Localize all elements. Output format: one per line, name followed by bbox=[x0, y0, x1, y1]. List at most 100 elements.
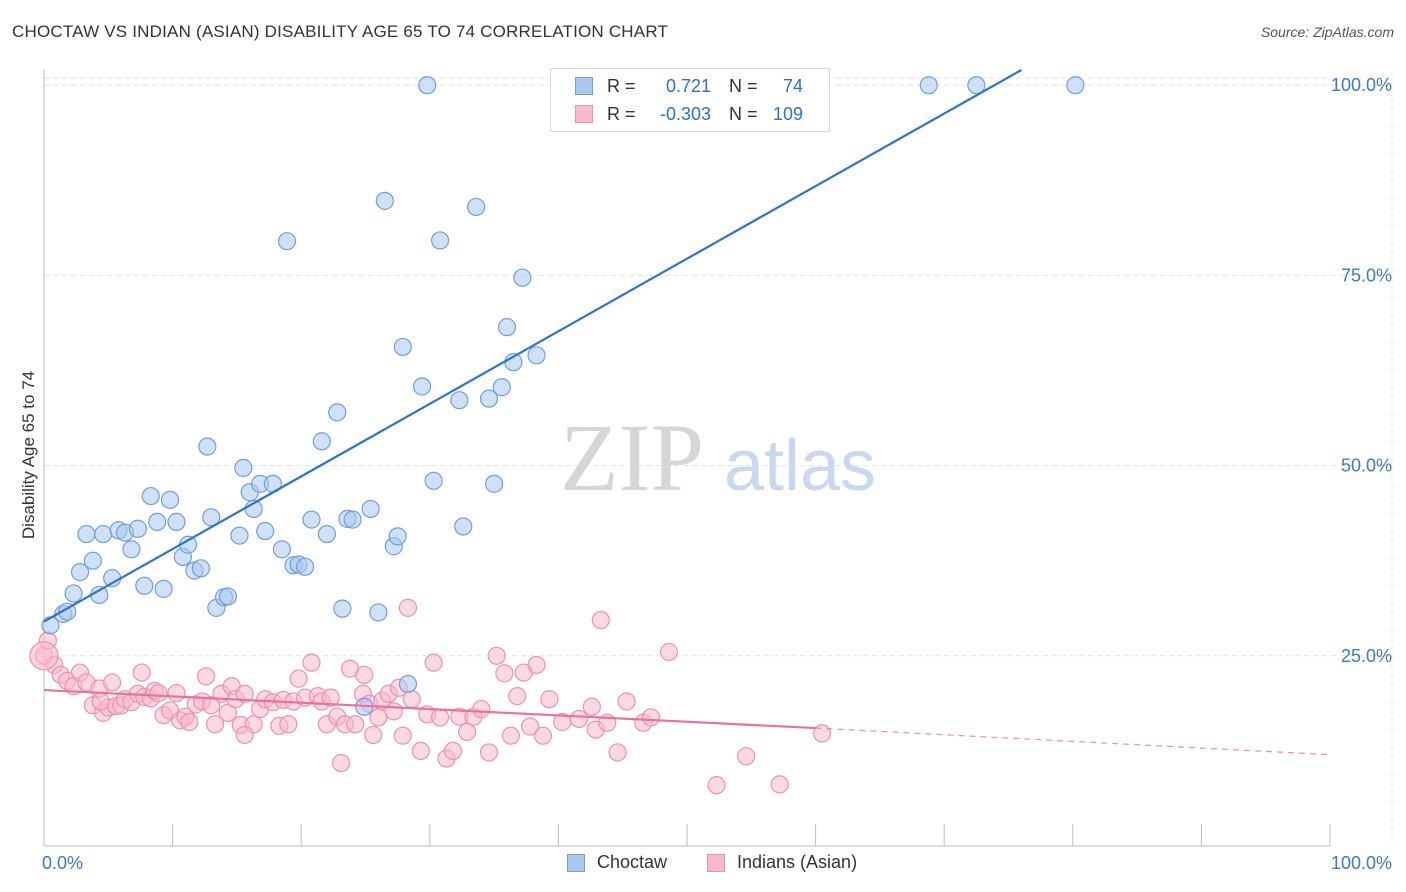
indian-point bbox=[196, 667, 216, 686]
choctaw-point bbox=[328, 403, 347, 422]
choctaw-point bbox=[70, 563, 90, 582]
choctaw-point bbox=[160, 490, 180, 509]
indian-point bbox=[398, 598, 418, 617]
indian-point bbox=[424, 653, 443, 672]
choctaw-point bbox=[333, 599, 352, 618]
choctaw-point bbox=[454, 517, 473, 536]
indian-point bbox=[508, 687, 527, 706]
indian-point bbox=[479, 743, 499, 762]
choctaw-point bbox=[58, 602, 77, 621]
grid-lines bbox=[44, 70, 1393, 846]
x-tick-label: 0.0% bbox=[42, 853, 83, 873]
choctaw-point bbox=[148, 512, 167, 532]
indian-point bbox=[369, 708, 388, 727]
choctaw-point bbox=[418, 76, 437, 95]
legend-row-choctaw: R = 0.721 N = 74 bbox=[575, 73, 803, 99]
choctaw-point bbox=[218, 587, 237, 606]
choctaw-point bbox=[369, 603, 388, 622]
choctaw-point bbox=[198, 437, 217, 456]
choctaw-point bbox=[128, 519, 147, 538]
tick-labels: 25.0% 50.0% 75.0% 100.0% 0.0% 100.0% bbox=[42, 75, 1392, 873]
indian-point bbox=[180, 712, 199, 732]
choctaw-point bbox=[317, 524, 337, 544]
choctaw-point bbox=[393, 337, 412, 357]
choctaw-point bbox=[430, 231, 450, 250]
choctaw-point bbox=[77, 524, 96, 544]
choctaw-point bbox=[141, 486, 160, 506]
indian-point bbox=[737, 747, 756, 766]
watermark-atlas: atlas bbox=[724, 426, 876, 506]
legend-r-value: 0.721 bbox=[665, 75, 711, 96]
indian-point bbox=[321, 688, 340, 707]
choctaw-point bbox=[1066, 76, 1085, 95]
choctaw-point bbox=[230, 526, 249, 545]
indian-point bbox=[132, 663, 151, 682]
indian-point bbox=[472, 699, 491, 719]
indian-point bbox=[457, 722, 477, 741]
indian-point bbox=[487, 646, 506, 665]
indian-point bbox=[91, 692, 110, 711]
choctaw-point bbox=[479, 389, 499, 408]
choctaw-point bbox=[466, 197, 486, 217]
correlation-legend: R = 0.721 N = 74 R = -0.303 N = 109 bbox=[550, 68, 830, 132]
indian-point bbox=[235, 684, 254, 703]
watermark-zip: ZIP bbox=[560, 404, 704, 511]
watermark: ZIP atlas bbox=[560, 404, 876, 511]
indian-swatch bbox=[575, 105, 593, 123]
indian-point bbox=[495, 664, 514, 683]
choctaw-point bbox=[202, 508, 221, 527]
indian-point bbox=[533, 726, 553, 745]
indian-point bbox=[569, 709, 589, 729]
indian-point bbox=[659, 642, 679, 662]
choctaw-point bbox=[277, 232, 297, 251]
choctaw-point bbox=[191, 559, 210, 578]
choctaw-point bbox=[167, 512, 186, 532]
choctaw-point bbox=[497, 318, 517, 337]
choctaw-legend-label: Choctaw bbox=[597, 852, 668, 872]
indian-point bbox=[582, 697, 601, 716]
choctaw-swatch bbox=[575, 77, 593, 95]
choctaw-point bbox=[135, 576, 154, 595]
y-tick-label: 75.0% bbox=[1341, 265, 1392, 285]
choctaw-legend-swatch bbox=[567, 853, 585, 872]
series-legend: Choctaw Indians (Asian) bbox=[0, 852, 1406, 876]
indian-point bbox=[218, 703, 237, 722]
legend-n-label: N = bbox=[729, 103, 758, 124]
choctaw-point bbox=[492, 378, 511, 397]
choctaw-point bbox=[295, 557, 315, 576]
y-axis-label: Disability Age 65 to 74 bbox=[19, 371, 38, 539]
y-tick-label: 100.0% bbox=[1331, 75, 1392, 95]
choctaw-point bbox=[485, 474, 504, 493]
indian-point bbox=[641, 708, 661, 727]
indian-point bbox=[540, 690, 559, 709]
indian-point bbox=[103, 673, 122, 692]
indian-point bbox=[707, 776, 726, 795]
choctaw-point bbox=[919, 76, 938, 95]
indian-point bbox=[302, 653, 321, 672]
legend-item-indian: Indians (Asian) bbox=[707, 852, 857, 873]
indian-point bbox=[355, 665, 374, 684]
legend-r-label: R = bbox=[607, 103, 636, 124]
legend-row-indian: R = -0.303 N = 109 bbox=[575, 101, 803, 127]
legend-n-label: N = bbox=[729, 75, 758, 96]
indian-points bbox=[29, 598, 832, 795]
choctaw-point bbox=[272, 540, 292, 559]
chart-source: Source: ZipAtlas.com bbox=[1260, 24, 1394, 40]
x-tick-label: 100.0% bbox=[1331, 853, 1392, 873]
indian-legend-swatch bbox=[707, 853, 725, 872]
indian-point bbox=[331, 753, 351, 773]
choctaw-point bbox=[398, 674, 418, 694]
legend-n-value: 109 bbox=[772, 103, 803, 124]
choctaw-point bbox=[375, 191, 394, 210]
indian-trend-line bbox=[43, 688, 816, 730]
indian-point bbox=[289, 669, 308, 688]
choctaw-point bbox=[256, 521, 275, 541]
choctaw-point bbox=[527, 346, 546, 365]
indian-point bbox=[279, 715, 298, 734]
indian-point bbox=[501, 726, 520, 745]
indian-trend-extension bbox=[815, 727, 1331, 756]
legend-r-label: R = bbox=[607, 75, 636, 96]
legend-r-value: -0.303 bbox=[659, 103, 711, 124]
indian-point bbox=[591, 610, 610, 630]
